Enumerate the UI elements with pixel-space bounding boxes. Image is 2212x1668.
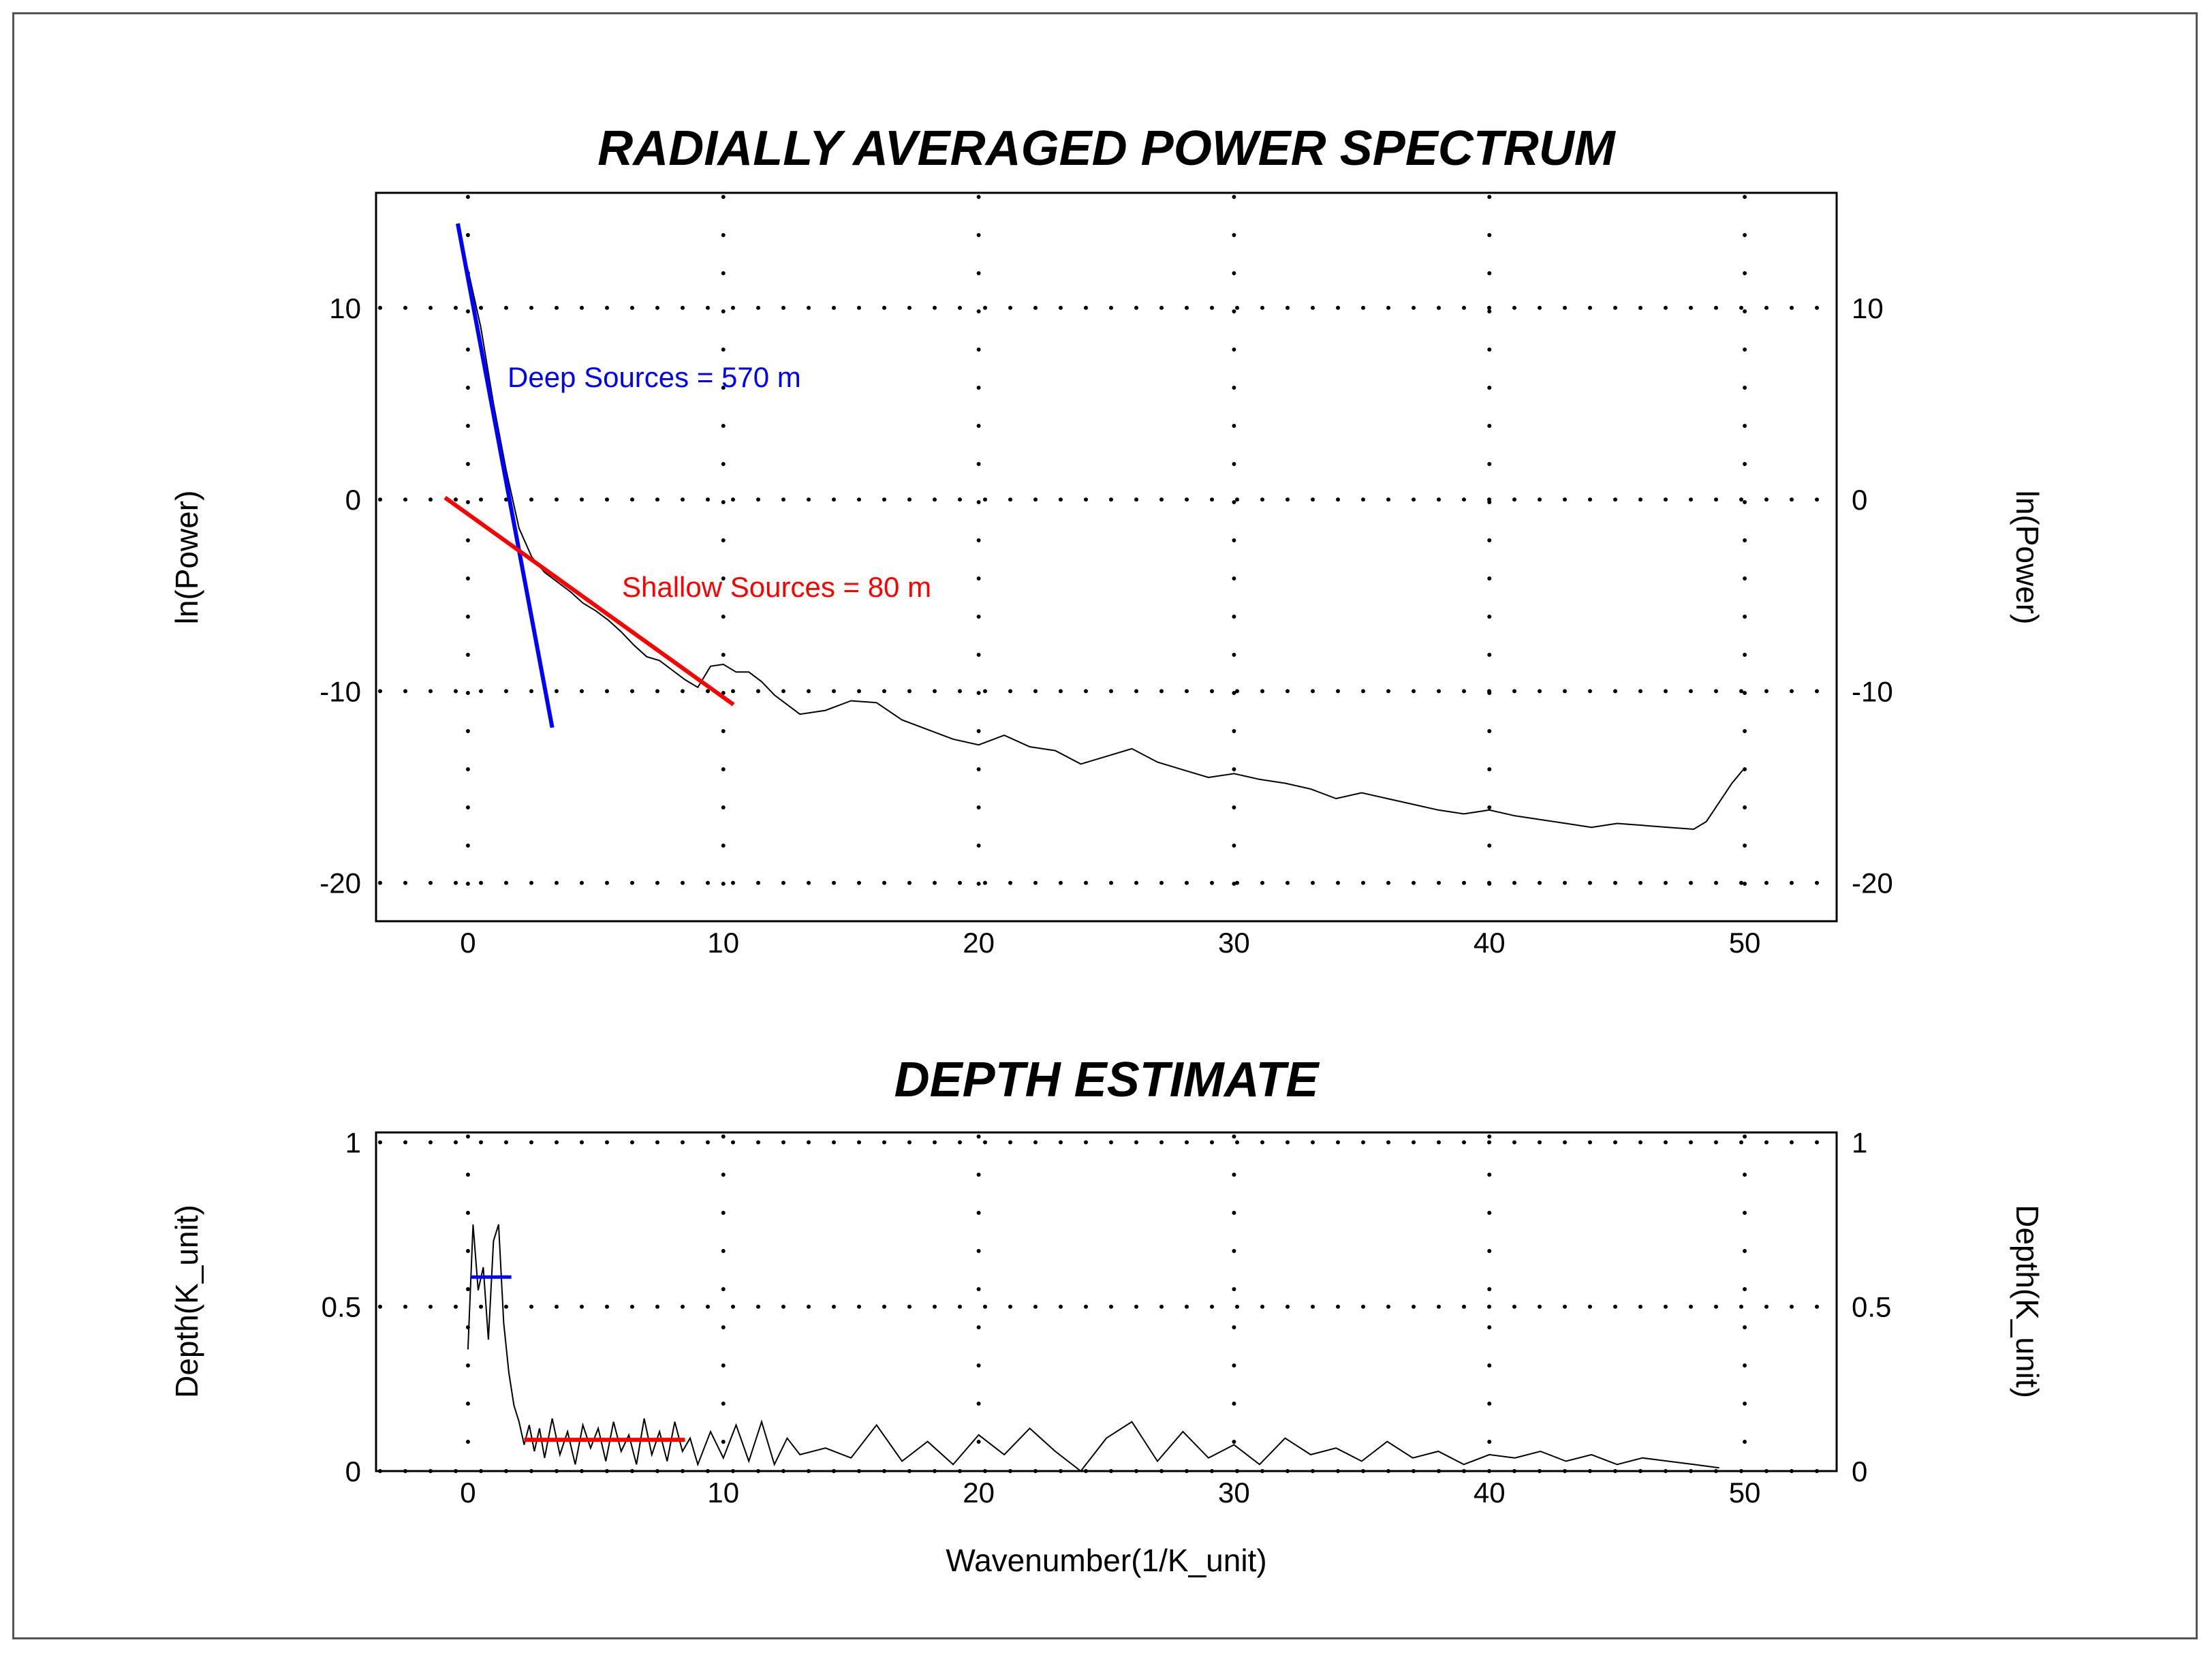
deep-sources-fit-line: [455, 223, 555, 728]
x-tick-label: 20: [963, 927, 995, 959]
depth-estimate-line: [467, 1224, 1719, 1472]
depth-estimate-y-axis-label-right: Depth(K_unit): [2010, 1205, 2045, 1398]
power-spectrum-grid: [378, 195, 1835, 919]
power-spectrum-panel: RADIALLY AVERAGED POWER SPECTRUM 0 10 20 30…: [169, 121, 2045, 959]
depth-estimate-plot-area: [375, 1131, 1838, 1472]
power-spectrum-y-ticks: 10 10 0 0 -10 -10 -20 -20: [320, 292, 1892, 899]
x-tick-label: 40: [1474, 927, 1506, 959]
y-tick-label-left: 0.5: [322, 1291, 361, 1323]
y-tick-label-right: 1: [1852, 1126, 1867, 1158]
power-spectrum-y-axis-label-left: ln(Power): [169, 491, 204, 625]
power-spectrum-x-ticks: 0 10 20 30 40 50: [460, 927, 1760, 959]
x-tick-label: 40: [1474, 1477, 1506, 1509]
y-tick-label-right: -10: [1852, 675, 1893, 707]
y-tick-label-right: 10: [1852, 292, 1884, 324]
x-tick-label: 30: [1218, 1477, 1250, 1509]
depth-estimate-y-axis-label-left: Depth(K_unit): [169, 1205, 204, 1398]
depth-estimate-y-ticks: 1 1 0.5 0.5 0 0: [322, 1126, 1892, 1487]
y-tick-label-left: 1: [345, 1126, 361, 1158]
depth-estimate-grid: [378, 1134, 1835, 1473]
x-tick-label: 10: [707, 927, 739, 959]
y-tick-label-left: -10: [320, 675, 361, 707]
y-tick-label-right: -20: [1852, 867, 1893, 899]
shallow-sources-label: Shallow Sources = 80 m: [622, 571, 931, 603]
power-spectrum-plot-area: [375, 191, 1838, 923]
power-spectrum-title: RADIALLY AVERAGED POWER SPECTRUM: [597, 121, 1616, 176]
x-tick-label: 0: [460, 927, 476, 959]
y-tick-label-left: 0: [345, 1455, 361, 1487]
y-tick-label-right: 0.5: [1852, 1291, 1891, 1323]
power-spectrum-y-axis-label-right: ln(Power): [2010, 491, 2045, 625]
y-tick-label-right: 0: [1852, 1455, 1867, 1487]
x-tick-label: 10: [707, 1477, 739, 1509]
x-tick-label: 0: [460, 1477, 476, 1509]
x-axis-label: Wavenumber(1/K_unit): [946, 1543, 1266, 1578]
y-tick-label-left: -20: [320, 867, 361, 899]
x-tick-label: 50: [1729, 927, 1761, 959]
y-tick-label-left: 10: [329, 292, 361, 324]
x-tick-label: 20: [963, 1477, 995, 1509]
y-tick-label-left: 0: [345, 484, 361, 516]
deep-sources-label: Deep Sources = 570 m: [508, 361, 801, 393]
x-tick-label: 50: [1729, 1477, 1761, 1509]
x-tick-label: 30: [1218, 927, 1250, 959]
depth-estimate-x-ticks: 0 10 20 30 40 50: [460, 1477, 1760, 1509]
depth-estimate-panel: DEPTH ESTIMATE 0 10 20 30 40 50 1 1 0.5 0.5 0 0 De…: [169, 1053, 2045, 1578]
depth-estimate-title: DEPTH ESTIMATE: [894, 1053, 1320, 1107]
y-tick-label-right: 0: [1852, 484, 1867, 516]
power-spectrum-line: [467, 269, 1745, 831]
shallow-sources-fit-line: [443, 495, 735, 707]
